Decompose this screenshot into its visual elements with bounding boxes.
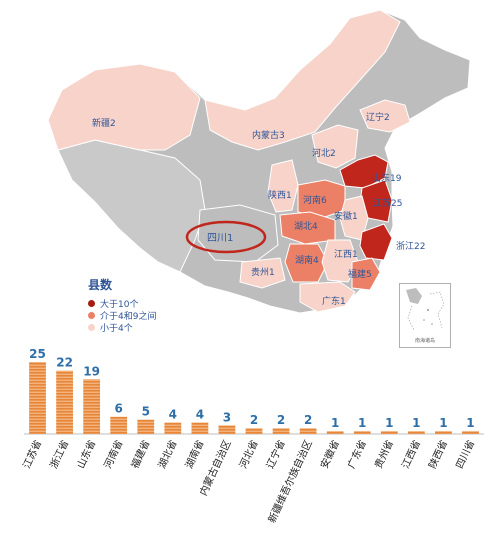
category-label: 安徽省 <box>317 438 341 471</box>
label-neimenggu: 内蒙古3 <box>252 129 285 141</box>
category-label: 山东省 <box>74 438 98 471</box>
bar-value-label: 2 <box>250 413 258 427</box>
bar-10 <box>272 428 290 434</box>
label-anhui: 安徽1 <box>334 210 358 222</box>
category-label: 江苏省 <box>20 438 44 471</box>
category-label: 湖北省 <box>155 438 179 471</box>
legend-label-low: 小于4个 <box>100 323 133 334</box>
china-map: 新疆2 内蒙古3 辽宁2 河北2 山东19 陕西1 河南6 安徽1 江苏25 四… <box>47 9 471 314</box>
bar-value-label: 1 <box>412 416 420 430</box>
legend-item-low: 小于4个 <box>88 321 218 334</box>
label-jiangxi: 江西1 <box>334 249 358 260</box>
province-jiangxi <box>321 239 359 283</box>
bar-8 <box>218 425 236 434</box>
category-label: 贵州省 <box>372 438 396 471</box>
bar-value-label: 19 <box>83 364 100 378</box>
province-fujian <box>351 257 381 291</box>
legend-swatch-high <box>88 299 95 307</box>
bar-chart: 25江苏省22浙江省19山东省6河南省5福建省4湖北省4湖南省3内蒙古自治区2河… <box>20 347 484 525</box>
label-shandong: 山东19 <box>372 172 402 184</box>
province-shaanxi <box>267 159 299 213</box>
bar-15 <box>407 431 425 434</box>
bar-value-label: 25 <box>29 347 46 361</box>
bar-17 <box>462 431 479 434</box>
bar-6 <box>164 422 182 434</box>
bar-value-label: 1 <box>439 416 447 430</box>
category-label: 江西省 <box>399 438 423 471</box>
province-guizhou <box>239 257 286 289</box>
legend-swatch-low <box>88 323 95 331</box>
category-label: 湖南省 <box>182 438 206 471</box>
label-guangdong: 广东1 <box>322 295 346 307</box>
bar-value-label: 3 <box>223 410 231 424</box>
category-label: 福建省 <box>128 438 152 471</box>
label-zhejiang: 浙江22 <box>396 240 425 252</box>
bar-1 <box>29 362 46 434</box>
category-label: 河北省 <box>236 438 260 471</box>
bar-value-label: 6 <box>115 402 123 416</box>
bar-7 <box>191 422 209 434</box>
province-shandong <box>339 154 389 189</box>
bar-4 <box>110 416 128 434</box>
label-henan: 河南6 <box>303 194 327 206</box>
category-label: 陕西省 <box>426 438 450 471</box>
bar-value-label: 1 <box>358 416 366 430</box>
bar-13 <box>353 431 371 434</box>
inset-map <box>406 288 445 331</box>
bar-value-label: 4 <box>169 407 177 421</box>
province-hunan <box>284 243 329 283</box>
legend-label-high: 大于10个 <box>100 299 139 310</box>
bar-11 <box>299 428 317 434</box>
bar-value-label: 5 <box>142 405 150 419</box>
label-fujian: 福建5 <box>348 268 372 280</box>
bar-value-label: 1 <box>466 416 474 430</box>
bar-9 <box>245 428 263 434</box>
label-xinjiang: 新疆2 <box>92 117 116 129</box>
legend-swatch-mid <box>88 311 95 319</box>
inset-label: 南海诸岛 <box>414 338 435 344</box>
label-hubei: 湖北4 <box>294 221 318 232</box>
legend: 县数 大于10个 介于4和9之间 小于4个 <box>88 276 218 334</box>
bar-value-label: 1 <box>331 416 339 430</box>
legend-title: 县数 <box>88 278 113 292</box>
bar-2 <box>56 370 73 434</box>
legend-item-high: 大于10个 <box>88 297 218 310</box>
label-hunan: 湖南4 <box>295 254 319 266</box>
label-guizhou: 贵州1 <box>251 266 275 278</box>
province-xinjiang <box>47 63 201 151</box>
province-liaoning <box>359 99 411 133</box>
bar-value-label: 4 <box>196 407 204 421</box>
south-china-sea-inset: 南海诸岛 <box>399 283 451 348</box>
bar-value-label: 2 <box>277 413 285 427</box>
category-label: 辽宁省 <box>263 438 287 471</box>
bar-16 <box>435 431 452 434</box>
province-sichuan <box>197 204 279 263</box>
bar-5 <box>137 419 155 434</box>
label-shaanxi: 陕西1 <box>268 189 292 201</box>
bar-value-label: 1 <box>385 416 393 430</box>
bar-14 <box>380 431 398 434</box>
province-guangdong <box>299 281 356 313</box>
bar-12 <box>326 431 344 434</box>
legend-label-mid: 介于4和9之间 <box>100 311 157 322</box>
label-jiangsu: 江苏25 <box>373 197 402 209</box>
label-hebei: 河北2 <box>312 147 336 159</box>
bar-value-label: 22 <box>56 356 73 370</box>
legend-item-mid: 介于4和9之间 <box>88 309 218 322</box>
category-label: 河南省 <box>101 438 125 471</box>
label-liaoning: 辽宁2 <box>366 111 390 123</box>
sichuan-highlight-ring <box>185 220 267 254</box>
province-zhejiang <box>359 223 393 261</box>
province-neimenggu <box>204 9 401 151</box>
label-sichuan: 四川1 <box>207 233 233 244</box>
bar-3 <box>83 379 101 434</box>
category-label: 浙江省 <box>47 438 71 471</box>
category-label: 广东省 <box>344 438 368 471</box>
province-hebei <box>311 124 359 169</box>
bar-value-label: 2 <box>304 413 312 427</box>
tibet-region <box>57 139 206 273</box>
category-label: 四川省 <box>453 438 477 471</box>
